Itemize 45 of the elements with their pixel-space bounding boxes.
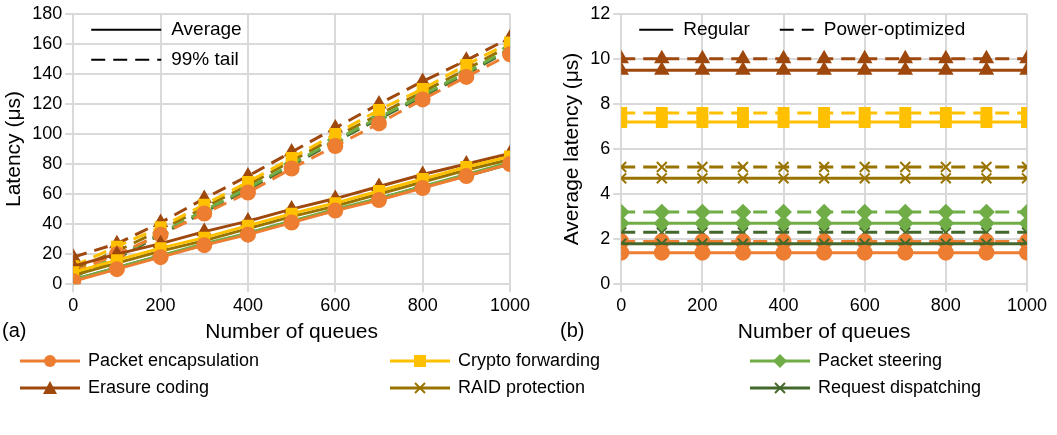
y-tick-label: 12 — [590, 2, 611, 23]
y-tick-label: 140 — [32, 62, 63, 83]
x-tick-label: 1000 — [1006, 294, 1048, 315]
x-tick-label: 0 — [68, 294, 79, 315]
x-tick-label: 1000 — [489, 294, 531, 315]
y-tick-label: 80 — [42, 152, 63, 173]
annotation: 99% tail — [171, 48, 239, 70]
legend-label: RAID protection — [458, 377, 586, 398]
y-tick-label: 2 — [600, 228, 611, 249]
legend-label: Packet steering — [818, 350, 943, 371]
y-tick-label: 20 — [42, 243, 63, 264]
y-axis-title: Average latency (μs) — [559, 52, 583, 246]
y-tick-label: 0 — [600, 273, 611, 294]
legend-label: Request dispatching — [818, 377, 982, 398]
x-tick-label: 800 — [407, 294, 438, 315]
y-tick-label: 100 — [32, 122, 63, 143]
x-axis-title: Number of queues — [205, 319, 379, 343]
y-tick-label: 60 — [42, 183, 63, 204]
x-tick-label: 600 — [849, 294, 880, 315]
x-tick-label: 200 — [145, 294, 176, 315]
annotation: Regular — [683, 18, 751, 40]
x-tick-label: 600 — [320, 294, 351, 315]
y-tick-label: 120 — [32, 92, 63, 113]
annotation: Average — [171, 18, 242, 40]
annotation: Power-optimized — [823, 18, 966, 40]
y-tick-label: 0 — [52, 273, 63, 294]
x-axis-title: Number of queues — [737, 319, 911, 343]
y-tick-label: 10 — [590, 47, 611, 68]
text: (b) — [560, 318, 585, 341]
y-tick-label: 4 — [600, 183, 611, 204]
legend-label: Erasure coding — [88, 377, 210, 398]
y-tick-label: 180 — [32, 2, 63, 23]
x-tick-label: 0 — [616, 294, 627, 315]
y-tick-label: 6 — [600, 137, 611, 158]
y-tick-label: 8 — [600, 92, 611, 113]
legend-label: Crypto forwarding — [458, 350, 601, 371]
x-tick-label: 200 — [687, 294, 718, 315]
text: (a) — [2, 318, 27, 341]
x-tick-label: 800 — [930, 294, 961, 315]
x-tick-label: 400 — [768, 294, 799, 315]
x-tick-label: 400 — [232, 294, 263, 315]
y-tick-label: 40 — [42, 213, 63, 234]
legend-label: Packet encapsulation — [88, 350, 260, 371]
y-axis-title: Latency (μs) — [1, 91, 25, 207]
y-tick-label: 160 — [32, 32, 63, 53]
